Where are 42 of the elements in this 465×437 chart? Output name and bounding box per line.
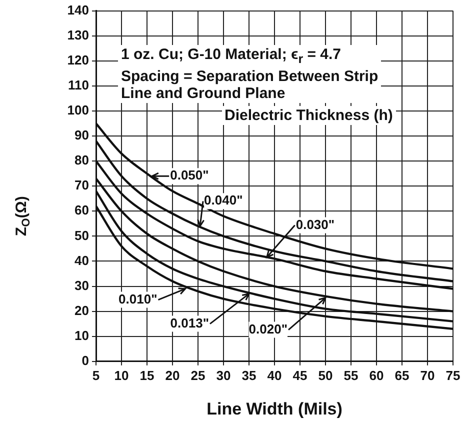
y-tick-label: 90 — [74, 128, 89, 143]
y-tick-label: 20 — [74, 302, 89, 318]
y-tick-label: 80 — [74, 152, 89, 168]
x-tick-label: 60 — [369, 368, 384, 383]
x-tick-label: 75 — [446, 368, 460, 383]
y-tick-label: 60 — [74, 202, 89, 218]
x-tick-label: 5 — [92, 368, 100, 383]
x-tick-label: 45 — [292, 368, 308, 383]
y-tick-label: 120 — [67, 52, 89, 68]
x-tick-label: 55 — [344, 368, 358, 383]
x-tick-label: 50 — [318, 368, 333, 383]
x-tick-label: 25 — [190, 368, 206, 383]
y-tick-label: 100 — [67, 102, 89, 118]
annotation: Spacing = Separation Between Strip — [120, 68, 378, 85]
x-axis-title: Line Width (Mils) — [206, 400, 342, 419]
x-tick-label: 40 — [267, 368, 282, 383]
annotation: Dielectric Thickness (h) — [222, 106, 396, 125]
annotation: Line and Ground Plane — [120, 84, 286, 102]
x-tick-label: 65 — [394, 368, 410, 383]
annotation: 0.010" — [118, 291, 158, 306]
y-tick-label: 0 — [82, 352, 89, 368]
x-tick-label: 35 — [242, 368, 256, 383]
annotation: 0.040" — [204, 192, 243, 208]
y-tick-label: 70 — [74, 178, 89, 193]
x-tick-label: 20 — [165, 368, 180, 383]
y-axis-title: ZO(Ω) — [13, 196, 33, 236]
y-tick-label: 40 — [74, 252, 89, 268]
x-tick-label: 30 — [216, 368, 231, 383]
y-tick-label: 10 — [74, 328, 89, 343]
x-tick-label: 10 — [114, 368, 129, 383]
x-tick-label: 15 — [140, 368, 154, 383]
annotation: 1 oz. Cu; G-10 Material; ϵ$_{r}$ = 4.7 — [120, 46, 342, 66]
annotation: 0.030" — [296, 216, 335, 232]
y-tick-label: 30 — [74, 278, 89, 293]
annotation: 0.013" — [170, 315, 209, 330]
y-tick-label: 140 — [67, 2, 89, 18]
y-tick-label: 50 — [74, 228, 89, 243]
annotation: 0.020" — [248, 321, 288, 336]
annotation: 0.050" — [170, 168, 209, 183]
x-tick-label: 70 — [420, 368, 435, 383]
y-tick-label: 110 — [68, 78, 89, 93]
y-tick-label: 130 — [67, 27, 89, 42]
